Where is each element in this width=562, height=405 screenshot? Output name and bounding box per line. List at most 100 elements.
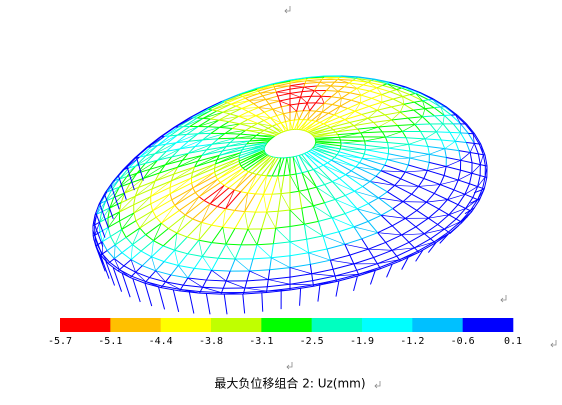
member xyxy=(119,165,136,180)
member xyxy=(377,102,383,111)
member xyxy=(397,125,403,132)
member xyxy=(184,200,205,216)
member xyxy=(131,271,136,277)
member xyxy=(219,121,230,128)
member xyxy=(149,270,157,278)
member xyxy=(472,197,478,201)
member xyxy=(324,198,336,204)
member xyxy=(444,141,456,149)
member xyxy=(238,111,249,117)
member xyxy=(101,207,111,213)
member xyxy=(432,98,445,108)
member xyxy=(380,260,401,270)
member xyxy=(177,126,191,136)
member xyxy=(145,153,156,164)
member xyxy=(222,105,237,113)
member xyxy=(323,164,346,175)
member xyxy=(179,145,196,150)
member xyxy=(323,96,332,104)
member xyxy=(218,257,236,260)
member xyxy=(176,232,188,238)
member xyxy=(106,250,115,259)
legend-label: -3.1 xyxy=(249,336,273,347)
member xyxy=(99,227,109,233)
member xyxy=(100,200,106,204)
member xyxy=(368,203,382,216)
member xyxy=(191,167,215,179)
member xyxy=(373,249,393,258)
member xyxy=(157,151,167,161)
member xyxy=(266,211,276,229)
member xyxy=(169,177,192,188)
member xyxy=(330,119,346,128)
member xyxy=(187,253,203,257)
member xyxy=(330,81,335,87)
member xyxy=(373,257,378,264)
member xyxy=(403,103,414,111)
member xyxy=(387,142,390,149)
member xyxy=(243,292,267,295)
member xyxy=(256,135,275,137)
member xyxy=(174,250,179,266)
member xyxy=(384,164,406,173)
member xyxy=(414,238,431,249)
member xyxy=(117,174,127,200)
member xyxy=(158,286,166,310)
member xyxy=(367,214,382,222)
member xyxy=(238,149,265,162)
member xyxy=(193,256,203,269)
member xyxy=(323,162,328,166)
member xyxy=(150,203,154,211)
member xyxy=(230,108,243,115)
member xyxy=(234,171,249,191)
member xyxy=(444,221,461,230)
member xyxy=(270,115,277,119)
member xyxy=(123,259,132,267)
member xyxy=(344,238,362,245)
member xyxy=(110,236,116,246)
member xyxy=(367,80,372,83)
member xyxy=(208,126,220,128)
member xyxy=(330,254,350,261)
member xyxy=(332,269,336,277)
member xyxy=(150,188,153,197)
member xyxy=(205,293,211,315)
member xyxy=(337,132,361,136)
member xyxy=(394,184,412,195)
member xyxy=(139,155,147,158)
member xyxy=(442,123,451,133)
member xyxy=(171,148,181,158)
member xyxy=(405,170,428,173)
member xyxy=(301,205,314,209)
member xyxy=(314,90,322,97)
legend-label: -5.1 xyxy=(98,336,122,347)
member xyxy=(222,226,235,229)
member xyxy=(256,228,263,245)
member xyxy=(319,81,331,87)
member xyxy=(384,114,392,121)
member xyxy=(201,146,227,156)
member xyxy=(392,247,415,251)
legend-label: -3.8 xyxy=(199,336,223,347)
member xyxy=(464,183,470,195)
member xyxy=(399,111,409,119)
member xyxy=(323,77,338,80)
member xyxy=(387,157,410,160)
member xyxy=(308,150,328,164)
member xyxy=(449,132,456,142)
member xyxy=(415,217,429,228)
member xyxy=(407,157,411,166)
member xyxy=(353,125,358,130)
member xyxy=(308,248,328,254)
member xyxy=(334,154,338,158)
member xyxy=(157,143,166,147)
member xyxy=(313,205,333,219)
member xyxy=(361,114,369,119)
member xyxy=(357,203,369,210)
member xyxy=(254,175,268,195)
member xyxy=(411,193,427,203)
member xyxy=(414,241,435,249)
member xyxy=(239,129,247,135)
member xyxy=(409,92,416,96)
member xyxy=(439,233,449,244)
